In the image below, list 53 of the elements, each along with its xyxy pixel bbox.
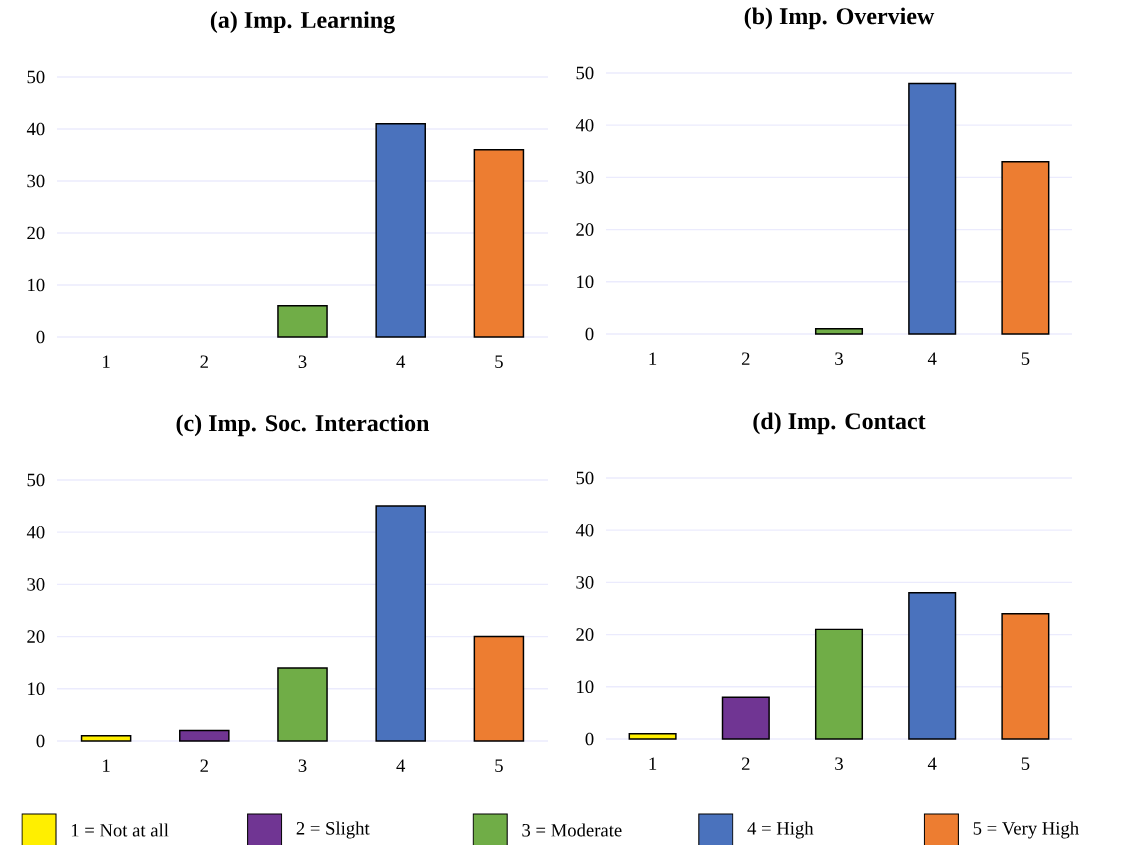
y-tick-label: 30: [27, 174, 45, 188]
y-tick-label: 30: [576, 576, 594, 589]
y-tick-label: 40: [26, 525, 45, 539]
x-tick-label: 4: [927, 757, 937, 770]
x-tick-label: 2: [741, 757, 750, 770]
x-tick-label: 5: [1021, 352, 1030, 365]
x-tick-label: 5: [1021, 757, 1030, 770]
legend-label: 4 = High: [747, 821, 814, 839]
y-tick-label: 40: [575, 118, 594, 132]
x-tick-label: 3: [298, 355, 307, 369]
y-tick-label: 10: [577, 275, 594, 289]
x-tick-label: 4: [927, 352, 937, 365]
chart-title: (d) Imp. Contact: [753, 412, 926, 435]
y-tick-label: 10: [28, 682, 45, 696]
y-tick-label: 20: [576, 628, 594, 641]
x-tick-label: 1: [103, 759, 110, 772]
x-tick-label: 4: [396, 355, 406, 368]
chart-title: (c) Imp. Soc. Interaction: [176, 414, 430, 437]
x-tick-label: 3: [298, 759, 307, 773]
y-tick-label: 0: [36, 734, 45, 748]
y-tick-label: 30: [576, 171, 594, 184]
legend-label: 5 = Very High: [973, 821, 1079, 839]
legend-label: 2 = Slight: [296, 821, 370, 839]
x-tick-label: 1: [649, 757, 657, 770]
y-tick-label: 10: [28, 278, 45, 292]
y-tick-label: 50: [576, 471, 594, 485]
legend-label: 3 = Moderate: [522, 823, 622, 837]
legend-label: 1 = Not at all: [71, 823, 169, 837]
y-tick-label: 40: [575, 523, 594, 537]
x-tick-label: 5: [495, 759, 503, 772]
y-tick-label: 50: [576, 66, 594, 80]
y-tick-label: 30: [27, 578, 45, 591]
y-tick-label: 50: [27, 473, 45, 487]
x-tick-label: 2: [200, 759, 208, 772]
x-tick-label: 4: [396, 759, 406, 772]
y-tick-label: 10: [577, 680, 594, 694]
y-tick-label: 50: [27, 70, 45, 84]
y-tick-label: 0: [36, 330, 45, 344]
y-tick-label: 40: [26, 122, 45, 136]
y-tick-label: 0: [585, 327, 594, 341]
x-tick-label: 3: [835, 352, 843, 366]
x-tick-label: 1: [649, 352, 657, 365]
y-tick-label: 20: [576, 223, 594, 236]
y-tick-label: 20: [27, 226, 45, 240]
x-tick-label: 2: [200, 355, 208, 368]
y-tick-label: 0: [585, 732, 594, 746]
x-tick-label: 1: [103, 355, 110, 368]
x-tick-label: 2: [741, 352, 750, 365]
y-tick-label: 20: [27, 630, 45, 643]
chart-title: (b) Imp. Overview: [744, 7, 935, 30]
x-tick-label: 5: [495, 355, 503, 368]
chart-title: (a) Imp. Learning: [210, 11, 395, 34]
x-tick-label: 3: [835, 757, 843, 771]
